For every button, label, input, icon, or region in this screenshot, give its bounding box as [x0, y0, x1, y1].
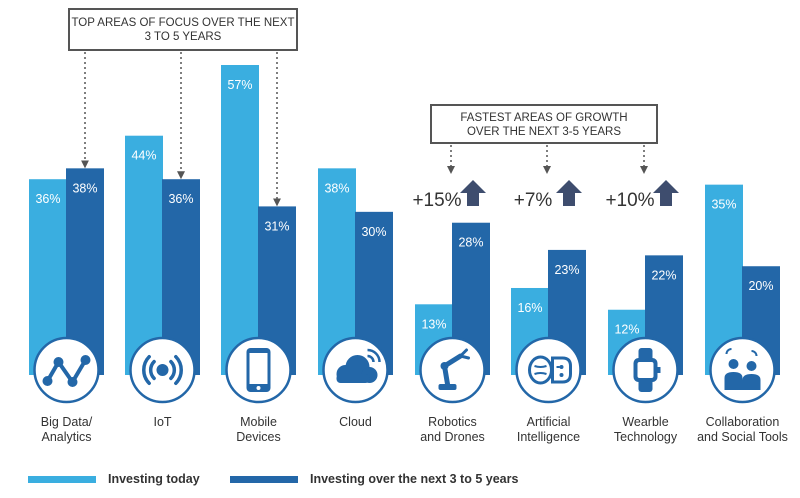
growth-callout-box: FASTEST AREAS OF GROWTH OVER THE NEXT 3-…	[430, 104, 658, 144]
analytics-icon	[33, 336, 100, 404]
value-label-today: 57%	[227, 78, 252, 92]
growth-label: +15%	[412, 190, 461, 211]
growth-label: +10%	[605, 190, 654, 211]
category-label: IoT	[153, 415, 171, 429]
value-label-today: 13%	[421, 317, 446, 331]
focus-callout-box: TOP AREAS OF FOCUS OVER THE NEXT 3 TO 5 …	[68, 8, 298, 51]
legend-swatch-today	[28, 475, 96, 483]
value-label-future: 28%	[458, 236, 483, 250]
value-label-today: 36%	[35, 192, 60, 206]
people-chat-icon	[709, 336, 776, 404]
legend-label-future: Investing over the next 3 to 5 years	[310, 472, 519, 486]
category-label: Intelligence	[517, 430, 580, 444]
focus-callout-line-2: 3 TO 5 YEARS	[144, 31, 222, 43]
category-label: Technology	[614, 430, 678, 444]
value-label-future: 30%	[361, 225, 386, 239]
bar-today	[125, 135, 163, 375]
value-label-future: 20%	[748, 279, 773, 293]
category-label: and Drones	[420, 430, 485, 444]
bar-today	[221, 65, 259, 375]
cloud-icon	[322, 336, 389, 404]
legend-item-future: Investing over the next 3 to 5 years	[230, 470, 518, 488]
robot-arm-icon	[419, 336, 486, 404]
smartwatch-icon	[612, 336, 679, 404]
value-label-future: 31%	[264, 219, 289, 233]
value-label-today: 44%	[131, 149, 156, 163]
category-label: and Social Tools	[697, 430, 788, 444]
legend-swatch-future	[230, 475, 298, 483]
growth-up-arrow-icon	[556, 180, 582, 206]
growth-up-arrow-icon	[653, 180, 679, 206]
growth-label: +7%	[514, 190, 553, 211]
value-label-today: 12%	[614, 323, 639, 337]
legend-item-today: Investing today	[28, 470, 200, 488]
category-label: Analytics	[41, 430, 91, 444]
iot-signal-icon	[129, 336, 196, 404]
category-label: Cloud	[339, 415, 372, 429]
category-label: Artificial	[527, 415, 571, 429]
mobile-device-icon	[225, 336, 292, 404]
category-label: Big Data/	[41, 415, 93, 429]
growth-up-arrow-icon	[460, 180, 486, 206]
growth-callout-line-1: FASTEST AREAS OF GROWTH	[460, 112, 628, 124]
category-label: Robotics	[428, 415, 477, 429]
value-label-today: 16%	[517, 301, 542, 315]
value-label-future: 38%	[72, 181, 97, 195]
growth-callout-line-2: OVER THE NEXT 3-5 YEARS	[466, 126, 622, 138]
focus-callout-line-1: TOP AREAS OF FOCUS OVER THE NEXT	[71, 17, 295, 29]
category-label: Mobile	[240, 415, 277, 429]
ai-brain-chip-icon	[515, 336, 582, 404]
value-label-today: 38%	[324, 181, 349, 195]
value-label-future: 23%	[554, 263, 579, 277]
legend-label-today: Investing today	[108, 472, 200, 486]
category-label: Devices	[236, 430, 280, 444]
value-label-future: 36%	[168, 192, 193, 206]
category-label: Collaboration	[706, 415, 780, 429]
category-label: Wearble	[622, 415, 668, 429]
value-label-today: 35%	[711, 198, 736, 212]
value-label-future: 22%	[651, 268, 676, 282]
